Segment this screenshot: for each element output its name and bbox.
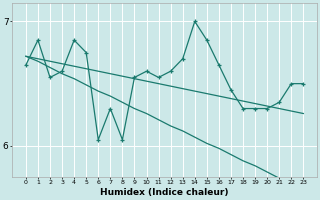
X-axis label: Humidex (Indice chaleur): Humidex (Indice chaleur)	[100, 188, 229, 197]
